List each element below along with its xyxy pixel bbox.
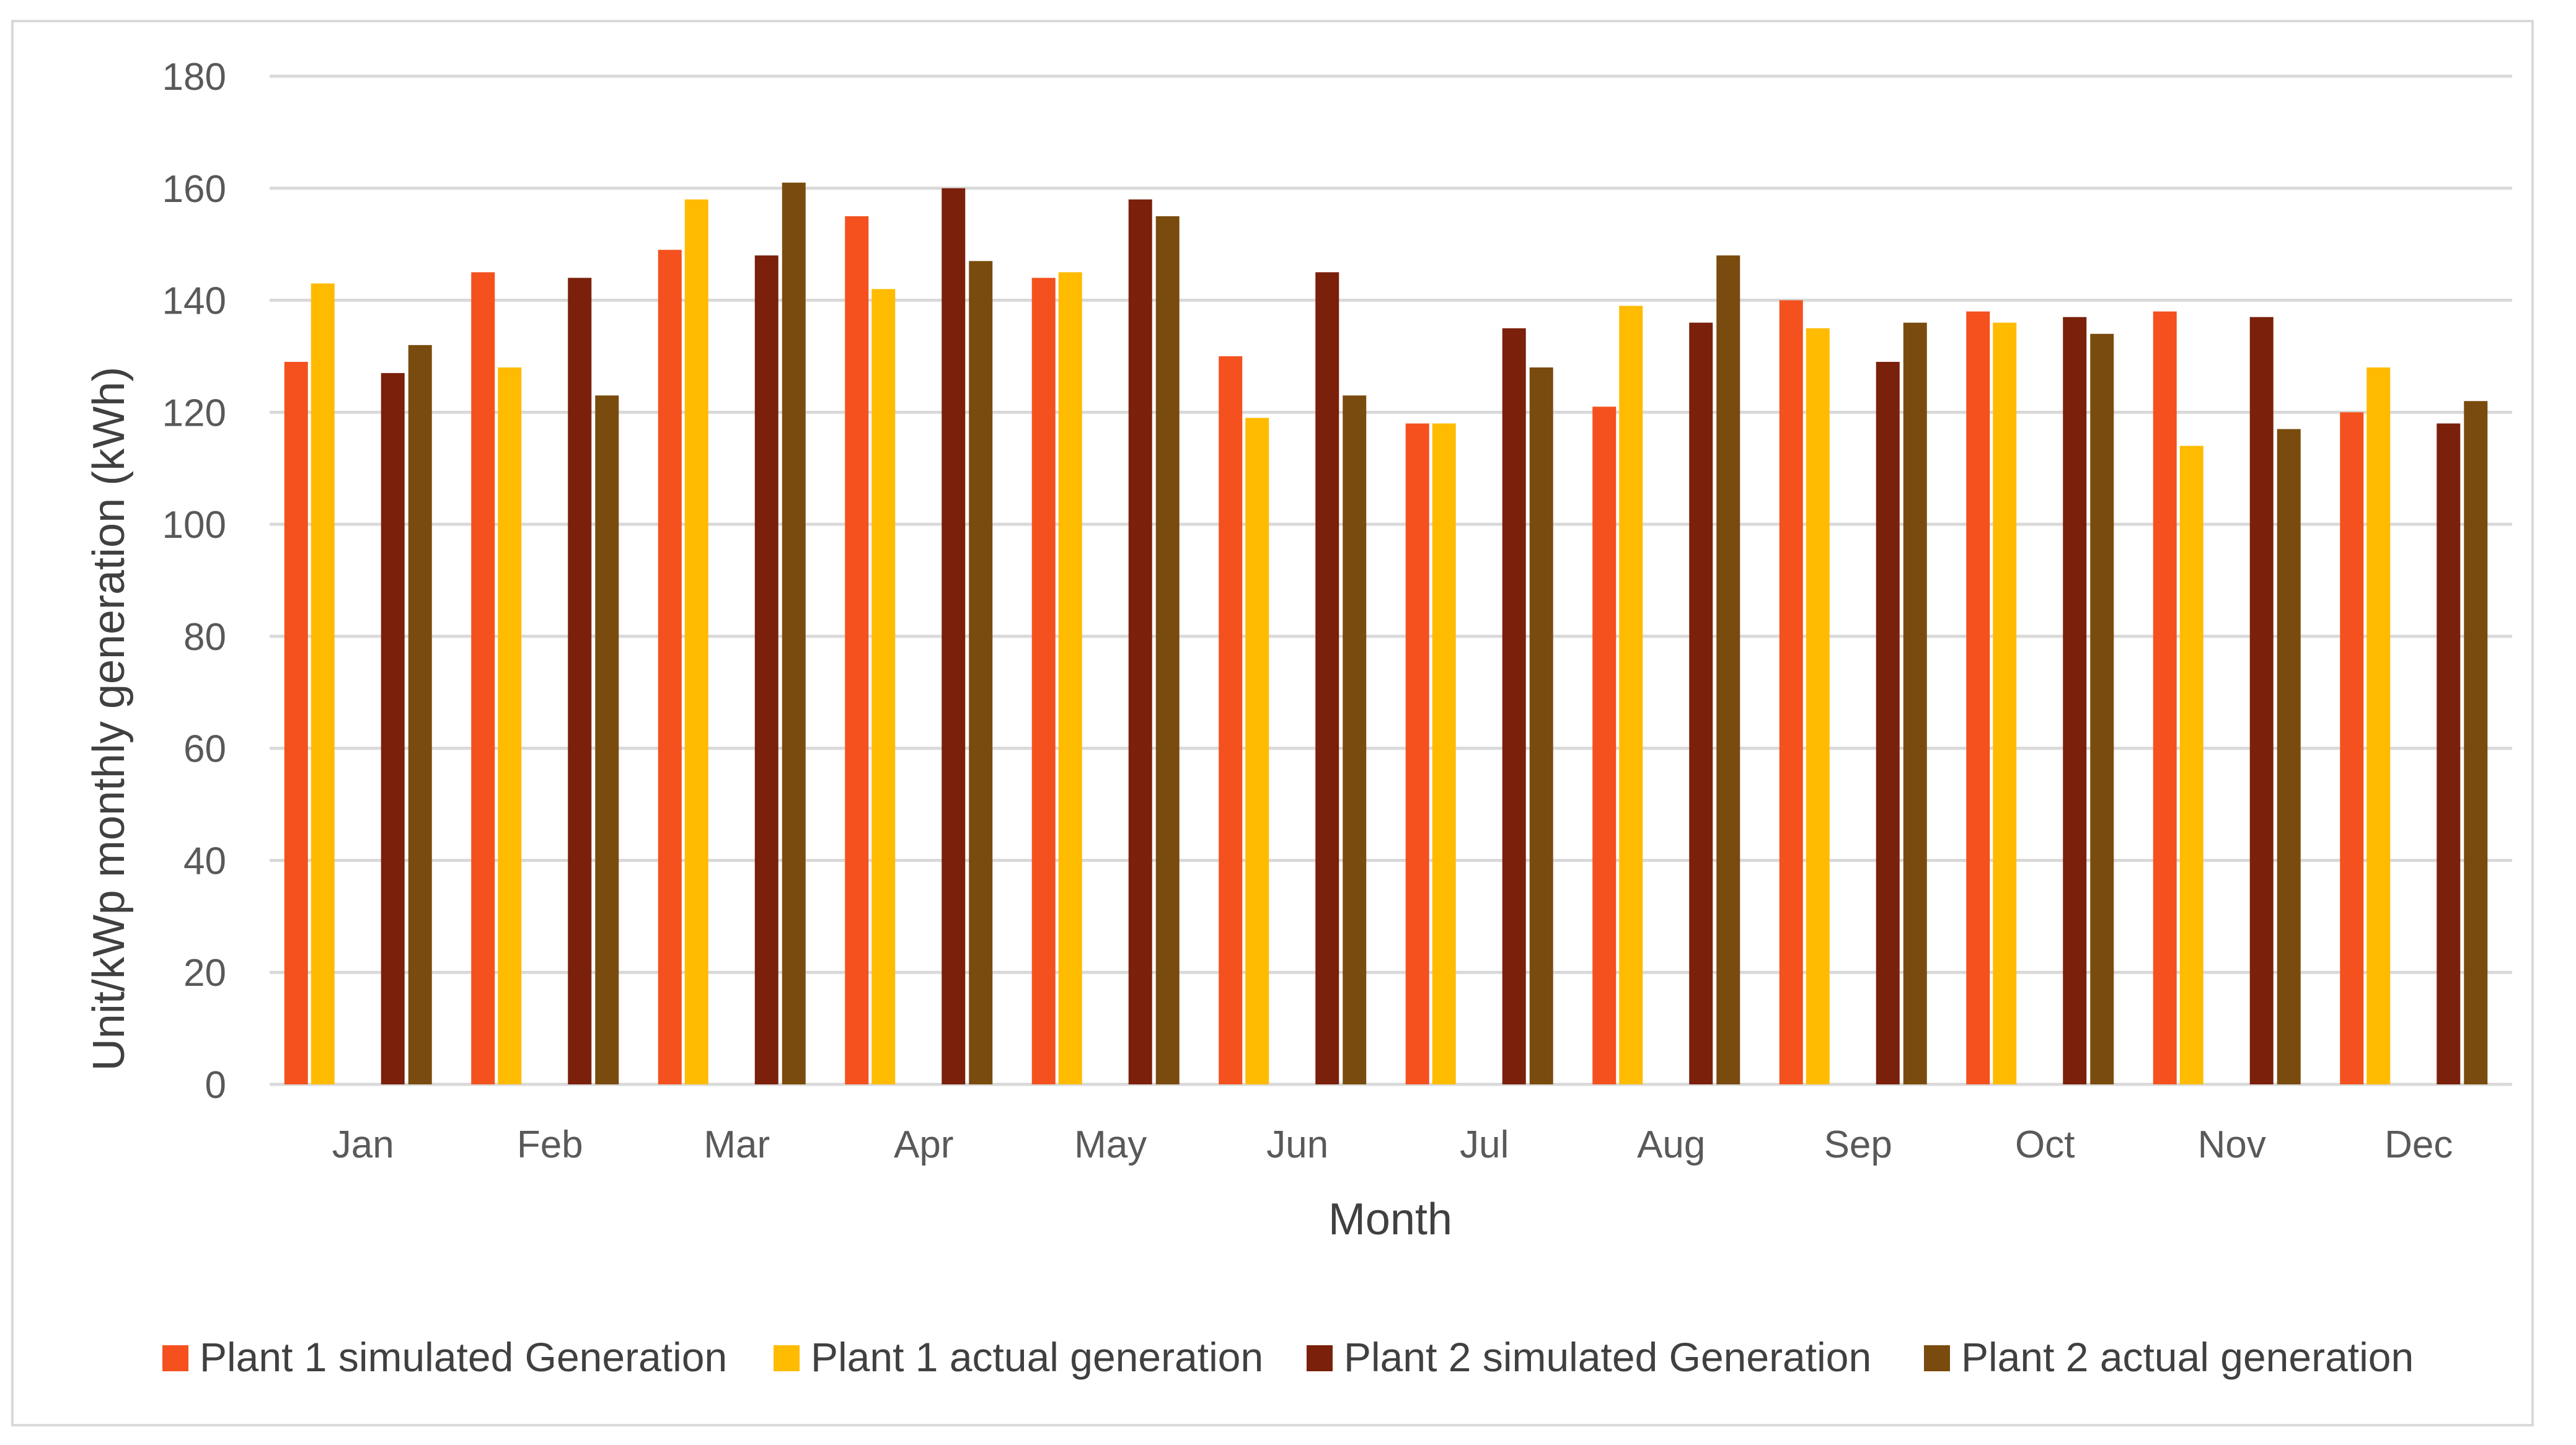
bar-apr-series-2 <box>871 289 896 1084</box>
x-tick-label: Jun <box>1266 1123 1328 1166</box>
bar-sep-series-4 <box>1903 322 1927 1084</box>
bar-jul-series-4 <box>1529 367 1553 1084</box>
x-tick-label: Mar <box>704 1123 770 1166</box>
x-tick-label: Nov <box>2198 1123 2266 1166</box>
bar-series <box>284 182 2488 1085</box>
bar-aug-series-2 <box>1619 305 1643 1084</box>
bar-feb-series-4 <box>595 395 619 1084</box>
x-tick-label: Oct <box>2015 1123 2075 1166</box>
bar-jan-series-4 <box>408 345 432 1084</box>
y-tick-label: 140 <box>162 280 226 323</box>
bar-aug-series-3 <box>1689 322 1713 1084</box>
y-tick-label: 60 <box>183 728 226 771</box>
bar-mar-series-3 <box>754 255 779 1085</box>
bar-jan-series-2 <box>311 283 335 1084</box>
bar-oct-series-3 <box>2063 317 2087 1084</box>
x-tick-label: Jan <box>332 1123 394 1166</box>
bar-mar-series-1 <box>658 250 682 1084</box>
legend-swatch <box>1307 1345 1333 1371</box>
bar-aug-series-1 <box>1592 406 1617 1084</box>
x-tick-label: Apr <box>894 1123 953 1166</box>
legend-swatch <box>1924 1345 1950 1371</box>
bar-oct-series-4 <box>2090 333 2114 1085</box>
y-tick-label: 40 <box>183 840 226 882</box>
y-tick-label: 180 <box>162 56 226 99</box>
y-axis-title: Unit/kWp monthly generation (kWh) <box>84 367 134 1071</box>
bar-nov-series-4 <box>2277 429 2301 1085</box>
bar-may-series-3 <box>1128 199 1152 1084</box>
bar-mar-series-2 <box>684 199 708 1084</box>
bar-jul-series-2 <box>1432 423 1456 1084</box>
bar-jul-series-1 <box>1405 423 1429 1084</box>
chart-frame <box>11 20 2534 1426</box>
y-tick-label: 120 <box>162 392 226 434</box>
bar-jun-series-2 <box>1245 418 1269 1084</box>
bar-jul-series-3 <box>1502 328 1526 1084</box>
bar-jun-series-3 <box>1315 272 1339 1085</box>
bar-sep-series-1 <box>1779 300 1803 1084</box>
legend-label: Plant 2 actual generation <box>1961 1334 2414 1380</box>
x-axis-title: Month <box>1328 1195 1452 1244</box>
bar-mar-series-4 <box>782 182 806 1084</box>
bar-oct-series-1 <box>1966 311 1990 1085</box>
bar-nov-series-2 <box>2179 446 2203 1084</box>
legend-swatch <box>774 1345 800 1371</box>
bar-feb-series-2 <box>498 367 522 1084</box>
x-tick-label: Aug <box>1637 1123 1705 1166</box>
legend-swatch <box>162 1345 188 1371</box>
x-tick-label: Dec <box>2384 1123 2453 1166</box>
x-tick-label: Feb <box>517 1123 583 1166</box>
bar-apr-series-4 <box>969 261 993 1084</box>
bar-feb-series-1 <box>471 272 495 1085</box>
y-tick-label: 160 <box>162 168 226 211</box>
bar-oct-series-2 <box>1993 322 2017 1084</box>
y-axis-tick-labels: 0 20 40 60 80 100 120 140 160 180 <box>162 56 226 1107</box>
bar-may-series-1 <box>1031 278 1056 1084</box>
bar-aug-series-4 <box>1716 255 1740 1085</box>
bar-sep-series-3 <box>1876 361 1900 1084</box>
y-tick-label: 0 <box>205 1064 226 1107</box>
legend-label: Plant 1 actual generation <box>811 1334 1263 1380</box>
bar-may-series-4 <box>1155 216 1180 1085</box>
bar-nov-series-3 <box>2249 317 2274 1084</box>
bar-may-series-2 <box>1058 272 1082 1085</box>
bar-dec-series-3 <box>2437 423 2461 1084</box>
bar-jan-series-3 <box>381 373 405 1085</box>
bar-dec-series-2 <box>2366 367 2391 1084</box>
y-tick-label: 80 <box>183 616 226 659</box>
x-tick-label: Jul <box>1460 1123 1509 1166</box>
x-tick-label: Sep <box>1824 1123 1892 1166</box>
y-tick-label: 20 <box>183 952 226 995</box>
gridlines <box>270 74 2512 1086</box>
y-tick-label: 100 <box>162 504 226 547</box>
legend-label: Plant 1 simulated Generation <box>200 1334 727 1380</box>
bar-sep-series-2 <box>1806 328 1830 1084</box>
legend-label: Plant 2 simulated Generation <box>1344 1334 1871 1380</box>
bar-apr-series-1 <box>845 216 869 1085</box>
x-tick-label: May <box>1074 1123 1147 1166</box>
bar-apr-series-3 <box>942 188 966 1084</box>
bar-jun-series-4 <box>1343 395 1367 1084</box>
legend: Plant 1 simulated Generation Plant 1 actu… <box>162 1334 2414 1380</box>
bar-jun-series-1 <box>1219 356 1243 1084</box>
bar-feb-series-3 <box>568 278 592 1084</box>
bar-nov-series-1 <box>2153 311 2177 1085</box>
bar-dec-series-1 <box>2340 412 2364 1085</box>
bar-dec-series-4 <box>2464 401 2488 1084</box>
x-axis-tick-labels: Jan Feb Mar Apr May Jun Jul Aug Sep Oct Nov Dec <box>332 1123 2453 1166</box>
bar-jan-series-1 <box>284 361 308 1084</box>
